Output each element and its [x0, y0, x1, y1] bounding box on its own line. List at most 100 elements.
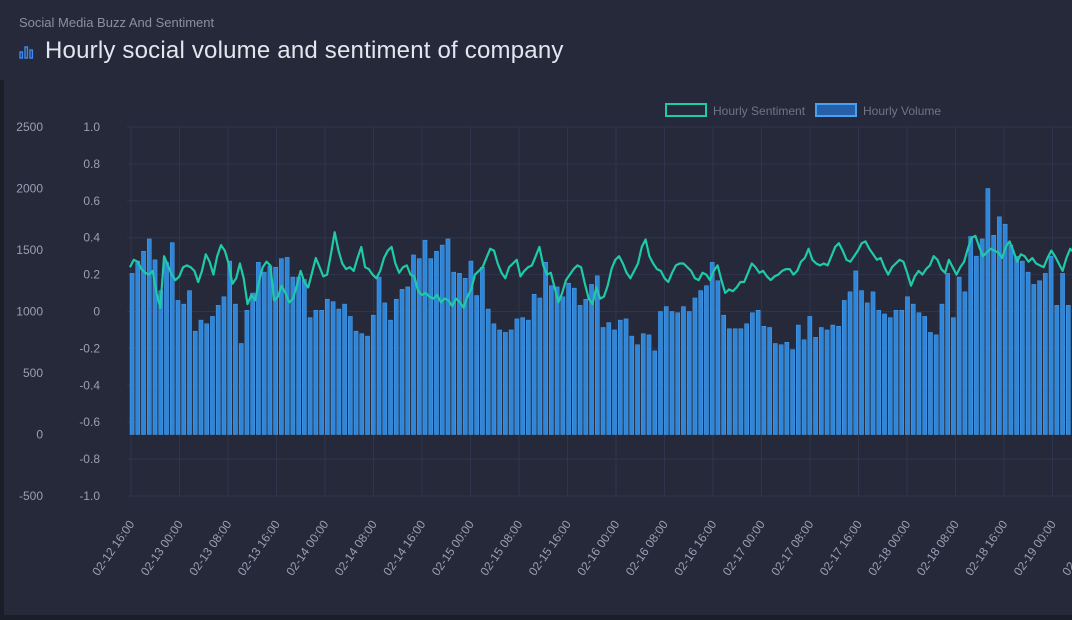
- volume-bar: [1014, 255, 1019, 435]
- legend-sentiment-swatch: [665, 103, 707, 117]
- volume-bar: [784, 342, 790, 435]
- y-left-tick-label: 1500: [16, 243, 43, 257]
- x-tick-label: 02-16 00:00: [574, 517, 622, 578]
- volume-bar: [416, 258, 422, 435]
- volume-bar: [715, 280, 721, 435]
- volume-bar: [841, 300, 847, 435]
- chart-svg: 2500 2000 1500 1000 500 0 -500 1.0 0.8 0.6 0.4 0.2 0…: [16, 103, 1072, 578]
- y-right-tick-label: -0.6: [79, 415, 100, 429]
- volume-bar: [956, 276, 962, 435]
- volume-bar: [577, 305, 583, 435]
- volume-bar: [801, 339, 807, 435]
- volume-bar: [296, 276, 301, 435]
- volume-bar: [1066, 305, 1071, 435]
- x-axis: 02-12 16:00 02-13 00:00 02-13 08:00 02-13 1…: [89, 517, 1072, 578]
- volume-bar: [732, 328, 738, 435]
- volume-bar: [1060, 273, 1065, 435]
- y-right-tick-label: 1.0: [83, 120, 100, 134]
- panel-title-row: Hourly social volume and sentiment of co…: [19, 37, 564, 65]
- volume-bar: [244, 310, 250, 435]
- legend-label: Hourly Volume: [863, 104, 941, 118]
- volume-bar: [979, 238, 985, 435]
- volume-bar: [261, 271, 267, 435]
- volume-bar: [1025, 271, 1031, 435]
- volume-bar: [399, 289, 405, 435]
- volume-bar: [951, 317, 956, 435]
- volume-bar: [192, 330, 198, 435]
- volume-bar: [646, 334, 652, 435]
- x-tick-label: 02-17 00:00: [720, 517, 768, 578]
- x-tick-label: 02-17 08:00: [768, 517, 816, 578]
- page-title: Hourly social volume and sentiment of co…: [45, 37, 564, 64]
- volume-bar: [273, 266, 278, 435]
- volume-bar: [962, 291, 968, 435]
- bar-chart-icon: [19, 43, 35, 59]
- volume-bar: [870, 291, 876, 435]
- volume-bar: [560, 296, 566, 435]
- panel-subtitle: Social Media Buzz And Sentiment: [19, 15, 215, 30]
- volume-bar: [790, 349, 795, 435]
- x-tick-label: 02-13 00:00: [138, 517, 186, 578]
- x-tick-label: 02-18 00:00: [865, 517, 913, 578]
- x-tick-label: 02-15 08:00: [477, 517, 525, 578]
- volume-bar: [945, 273, 950, 435]
- volume-bar: [612, 329, 617, 435]
- x-tick-label: 02-14 16:00: [380, 517, 428, 578]
- volume-bar: [141, 250, 146, 435]
- volume-bar: [847, 291, 853, 435]
- volume-bar: [284, 257, 290, 435]
- panel-header: Social Media Buzz And Sentiment Hourly s…: [0, 0, 1072, 80]
- volume-bar: [215, 305, 221, 435]
- volume-bar: [279, 258, 284, 435]
- volume-bar: [491, 323, 497, 435]
- volume-bar: [365, 335, 370, 435]
- volume-bar: [819, 327, 824, 435]
- y-right-tick-label: -0.4: [79, 378, 100, 392]
- volume-bar: [422, 239, 428, 435]
- volume-bar: [520, 317, 525, 435]
- volume-bar: [158, 290, 164, 435]
- volume-bar: [974, 255, 979, 435]
- volume-bar: [302, 279, 307, 435]
- volume-bar: [985, 188, 991, 435]
- volume-bar: [1002, 223, 1008, 435]
- volume-bar: [267, 265, 273, 435]
- volume-bar: [181, 303, 187, 435]
- volume-bar: [187, 290, 192, 435]
- x-tick-label: 02-16 16:00: [671, 517, 719, 578]
- volume-bar: [313, 310, 319, 435]
- volume-bar: [336, 308, 342, 435]
- volume-bar: [531, 294, 537, 435]
- volume-bars: [129, 188, 1071, 435]
- volume-bar: [595, 275, 600, 435]
- volume-bar: [755, 310, 761, 435]
- volume-bar: [175, 300, 181, 435]
- volume-bar: [864, 302, 870, 435]
- volume-bar: [146, 238, 152, 435]
- volume-bar: [796, 324, 801, 435]
- volume-bar: [445, 238, 451, 435]
- volume-bar: [882, 313, 887, 435]
- left-axis: 2500 2000 1500 1000 500 0 -500: [16, 120, 43, 503]
- volume-bar: [428, 258, 434, 435]
- volume-bar: [727, 328, 732, 435]
- volume-bar: [221, 296, 227, 435]
- volume-bar: [859, 290, 864, 435]
- volume-bar: [359, 333, 365, 435]
- volume-bar: [652, 350, 658, 435]
- volume-bar: [623, 318, 629, 435]
- sentiment-line: [129, 231, 1072, 309]
- volume-bar: [899, 310, 905, 435]
- volume-bar: [233, 303, 238, 435]
- volume-bar: [210, 316, 215, 435]
- volume-bar: [663, 306, 669, 435]
- volume-bar: [997, 216, 1002, 435]
- y-right-tick-label: 0.8: [83, 157, 100, 171]
- volume-bar: [853, 270, 859, 435]
- volume-bar: [198, 319, 204, 435]
- volume-bar: [1037, 280, 1042, 435]
- volume-bar: [767, 327, 772, 435]
- volume-bar: [554, 286, 560, 435]
- volume-bar: [824, 329, 830, 435]
- volume-bar: [353, 330, 359, 435]
